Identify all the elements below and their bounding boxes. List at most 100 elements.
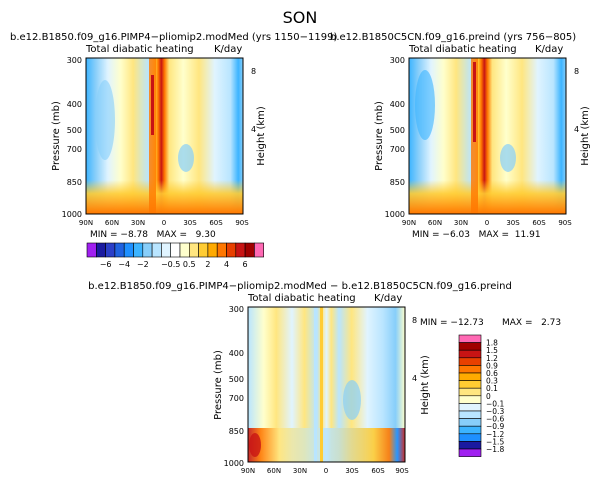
panel-1-xtick: 30N bbox=[131, 219, 145, 227]
panel-3-xtick: 30S bbox=[345, 467, 359, 475]
panel-3-anomaly-cell bbox=[343, 380, 361, 420]
panel-2-ytick: 500 bbox=[390, 126, 405, 135]
panel-3-itcz-stripe bbox=[314, 307, 317, 462]
colorbar-tick-label: 1.5 bbox=[486, 346, 498, 355]
panel-2-xtick: 30N bbox=[454, 219, 468, 227]
colorbar-swatch bbox=[458, 448, 482, 457]
panel-2-xtick: 30S bbox=[506, 219, 520, 227]
colorbar-swatch bbox=[458, 441, 482, 450]
panel-1-surface-band bbox=[86, 180, 243, 214]
panel-2-ylabel: Pressure (mb) bbox=[374, 101, 385, 171]
panel-3-xtick: 30N bbox=[293, 467, 307, 475]
colorbar-tick-label: 2 bbox=[205, 260, 210, 269]
panel-3-xtick: 90N bbox=[241, 467, 255, 475]
vertical-colorbar: 1.81.51.20.90.60.30.10−0.1−0.3−0.6−0.9−1… bbox=[458, 334, 504, 457]
colorbar-tick-label: −2 bbox=[137, 260, 149, 269]
panel-3-stats-max: MAX = 2.73 bbox=[502, 318, 561, 328]
panel-2-units: K/day bbox=[535, 44, 563, 55]
panel-1-xtick: 0 bbox=[162, 219, 166, 227]
colorbar-tick-label: −0.1 bbox=[486, 399, 504, 408]
colorbar-swatch bbox=[216, 242, 227, 258]
colorbar-swatch bbox=[189, 242, 199, 258]
figure-title: SON bbox=[283, 8, 318, 27]
panel-3: b.e12.B1850.f09_g16.PIMP4−pliomip2.modMe… bbox=[88, 281, 561, 475]
panel-2-xtick: 60N bbox=[428, 219, 442, 227]
colorbar-swatch bbox=[161, 242, 171, 258]
panel-2-title: b.e12.B1850C5CN.f09_g16.preind (yrs 756−… bbox=[330, 32, 576, 43]
panel-3-ylabel-right: Height (km) bbox=[420, 355, 431, 415]
colorbar-tick-label: −1.8 bbox=[486, 445, 504, 454]
colorbar-tick-label: 1.2 bbox=[486, 354, 498, 363]
colorbar-tick-label: −0.6 bbox=[486, 415, 504, 424]
colorbar-swatch bbox=[96, 242, 106, 258]
panel-3-ytick: 300 bbox=[229, 305, 244, 314]
colorbar-swatch bbox=[458, 380, 482, 389]
colorbar-swatch bbox=[458, 334, 482, 343]
panel-3-surface-band bbox=[248, 428, 405, 462]
colorbar-swatch bbox=[170, 242, 181, 258]
panel-3-anomaly-cell bbox=[249, 433, 261, 457]
colorbar-tick-label: 4 bbox=[224, 260, 229, 269]
panel-3-height-tick: 8 bbox=[412, 316, 417, 325]
panel-2-xtick: 60S bbox=[532, 219, 546, 227]
colorbar-swatch bbox=[458, 395, 482, 404]
panel-3-xtick: 0 bbox=[324, 467, 328, 475]
panel-1-subtitle: Total diabatic heating bbox=[85, 44, 194, 55]
colorbar-swatch bbox=[207, 242, 218, 258]
panel-1-itcz-max bbox=[151, 75, 154, 135]
panel-1-ytick: 850 bbox=[67, 178, 82, 187]
panel-1-cooling-left bbox=[95, 80, 115, 160]
panel-3-height-tick: 4 bbox=[412, 374, 417, 383]
panel-1-ytick: 700 bbox=[67, 145, 82, 154]
panel-2-subtitle: Total diabatic heating bbox=[408, 44, 517, 55]
panel-1-ytick: 400 bbox=[67, 100, 82, 109]
panel-3-ytick: 700 bbox=[229, 394, 244, 403]
colorbar-swatch bbox=[458, 365, 482, 374]
panel-2-ytick: 400 bbox=[390, 100, 405, 109]
panel-3-ytick: 500 bbox=[229, 375, 244, 384]
colorbar-tick-label: 0.9 bbox=[486, 361, 498, 370]
colorbar-swatch bbox=[458, 418, 482, 427]
panel-1: b.e12.B1850.f09_g16.PIMP4−pliomip2.modMe… bbox=[10, 32, 337, 240]
panel-3-ytick: 1000 bbox=[224, 459, 244, 468]
panel-1-stats: MIN = −8.78 MAX = 9.30 bbox=[90, 230, 216, 240]
panel-3-ylabel: Pressure (mb) bbox=[213, 350, 224, 420]
colorbar-tick-label: −4 bbox=[118, 260, 130, 269]
colorbar-swatch bbox=[458, 433, 482, 442]
panel-1-xtick: 60S bbox=[209, 219, 223, 227]
colorbar-tick-label: 0 bbox=[486, 392, 491, 401]
panel-2-surface-band bbox=[409, 180, 566, 214]
panel-1-units: K/day bbox=[214, 44, 242, 55]
colorbar-tick-label: 0.5 bbox=[183, 260, 196, 269]
panel-2-stats: MIN = −6.03 MAX = 11.91 bbox=[412, 230, 541, 240]
colorbar-swatch bbox=[244, 242, 255, 258]
colorbar-swatch bbox=[458, 357, 482, 366]
horizontal-colorbar: −6 −4 −2 −0.5 0.5 2 4 6 bbox=[86, 242, 264, 269]
colorbar-tick-label: 0.3 bbox=[486, 377, 498, 386]
colorbar-swatch bbox=[235, 242, 246, 258]
panel-3-plot-area bbox=[247, 306, 406, 463]
colorbar-swatch bbox=[458, 425, 482, 435]
panel-2-xtick: 90S bbox=[558, 219, 572, 227]
panel-3-title: b.e12.B1850.f09_g16.PIMP4−pliomip2.modMe… bbox=[88, 281, 512, 292]
colorbar-swatch bbox=[458, 387, 482, 397]
panel-2-ytick: 1000 bbox=[385, 210, 405, 219]
colorbar-swatch bbox=[458, 342, 482, 351]
panel-1-height-tick: 4 bbox=[251, 125, 256, 134]
colorbar-swatch bbox=[458, 410, 482, 419]
panel-1-xtick: 30S bbox=[183, 219, 197, 227]
colorbar-swatch bbox=[458, 349, 482, 359]
panel-1-xtick: 90S bbox=[235, 219, 249, 227]
panel-2-height-tick: 4 bbox=[574, 125, 579, 134]
panel-3-frame bbox=[247, 306, 406, 463]
panel-1-ytick: 500 bbox=[67, 126, 82, 135]
colorbar-tick-label: −0.9 bbox=[486, 422, 504, 431]
panel-2-frame bbox=[408, 57, 567, 215]
panel-2: b.e12.B1850C5CN.f09_g16.preind (yrs 756−… bbox=[330, 32, 591, 240]
colorbar-swatch bbox=[105, 242, 116, 258]
panel-3-xtick: 60S bbox=[371, 467, 385, 475]
panel-1-title: b.e12.B1850.f09_g16.PIMP4−pliomip2.modMe… bbox=[10, 32, 337, 43]
panel-1-height-tick: 8 bbox=[251, 67, 256, 76]
colorbar-swatch bbox=[133, 242, 144, 258]
panel-2-ytick: 300 bbox=[390, 56, 405, 65]
